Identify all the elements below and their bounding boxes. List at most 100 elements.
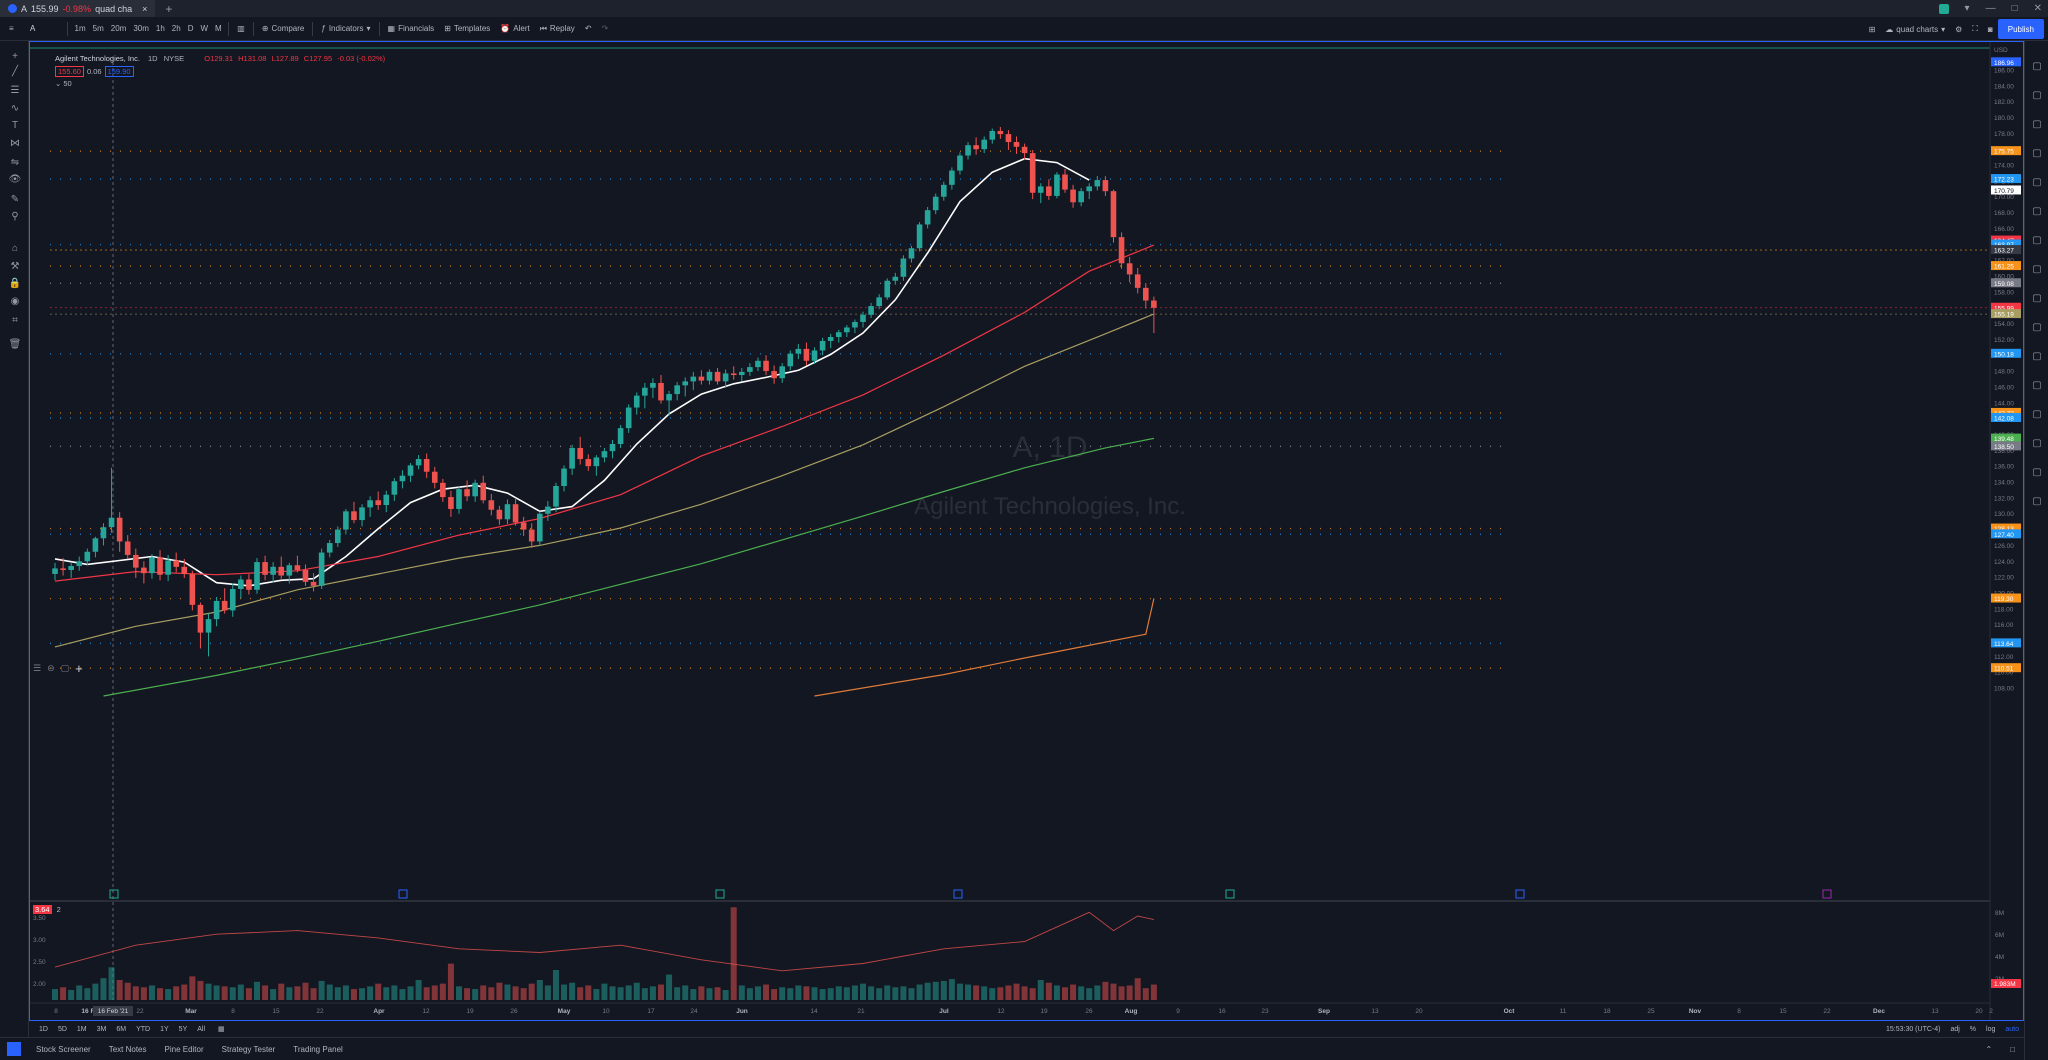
data-window-icon[interactable]: ▢ — [2032, 119, 2042, 130]
dom-icon[interactable]: ▢ — [2032, 409, 2042, 420]
interval-2h[interactable]: 2h — [171, 24, 181, 33]
brush-icon[interactable]: ∿ — [10, 103, 20, 114]
event-marker-icon[interactable] — [398, 889, 408, 899]
range-All[interactable]: All — [197, 1025, 206, 1033]
replay-button[interactable]: ⏮ Replay — [535, 17, 580, 41]
broadcast-icon[interactable]: ▢ — [2032, 438, 2042, 449]
range-1Y[interactable]: 1Y — [160, 1025, 169, 1033]
collapse-icon[interactable]: ⌃ — [1985, 1044, 1993, 1054]
compare-button[interactable]: ⊕ Compare — [257, 17, 310, 41]
prediction-icon[interactable]: ⇋ — [10, 157, 20, 168]
undo-icon[interactable]: ↶ — [584, 24, 592, 33]
text-notes-tab[interactable]: Text Notes — [108, 1044, 147, 1054]
interval-30m[interactable]: 30m — [133, 24, 149, 33]
percent-toggle[interactable]: % — [1969, 1025, 1977, 1033]
interval-5m[interactable]: 5m — [92, 24, 104, 33]
pine-editor-tab[interactable]: Pine Editor — [164, 1044, 204, 1054]
stock-screener-tab[interactable]: Stock Screener — [36, 1044, 91, 1054]
camera-icon[interactable]: ◙ — [1987, 24, 1993, 34]
lock-icon[interactable]: ⚒ — [10, 261, 20, 272]
event-marker-icon[interactable] — [715, 889, 725, 899]
chart-tab[interactable]: A 155.99 -0.98% quad cha × — [0, 0, 156, 17]
adj-toggle[interactable]: adj — [1950, 1025, 1960, 1033]
eye-icon[interactable]: 👁 — [8, 174, 22, 185]
interval-20m[interactable]: 20m — [110, 24, 127, 33]
window-menu-button[interactable]: ▾ — [1964, 3, 1970, 14]
publish-button[interactable]: Publish — [1997, 19, 2044, 39]
lock-drawings-icon[interactable]: 🔒 — [8, 278, 22, 289]
layout-name-button[interactable]: ☁ quad charts ▾ — [1880, 17, 1950, 41]
rectangle-icon[interactable]: ▢ — [60, 663, 70, 673]
ideas-icon[interactable]: ▢ — [2032, 293, 2042, 304]
symbol-search[interactable]: A — [30, 24, 36, 33]
calendar-icon[interactable]: ▢ — [2032, 177, 2042, 188]
watchlist-icon[interactable]: ▢ — [2032, 61, 2042, 72]
range-1D[interactable]: 1D — [39, 1025, 48, 1033]
strategy-tester-tab[interactable]: Strategy Tester — [221, 1044, 276, 1054]
pattern-icon[interactable]: ⋈ — [10, 138, 20, 149]
interval-D[interactable]: D — [187, 24, 194, 33]
trend-line-icon[interactable]: ╱ — [11, 66, 19, 77]
help-icon[interactable]: ▢ — [2032, 496, 2042, 507]
auto-toggle[interactable]: auto — [2005, 1025, 2019, 1033]
tree-icon[interactable]: ⌗ — [12, 315, 18, 326]
lightbulb-icon[interactable]: ▢ — [2032, 235, 2042, 246]
event-marker-icon[interactable] — [1515, 889, 1525, 899]
pane2-title[interactable]: 2 — [56, 905, 61, 914]
maximize-panel-icon[interactable]: □ — [2010, 1044, 2015, 1054]
redo-icon[interactable]: ↷ — [601, 24, 609, 33]
currency-label[interactable]: USD — [1994, 47, 2008, 54]
news-icon[interactable]: ▢ — [2032, 148, 2042, 159]
alarm-clock-icon[interactable]: ▢ — [2032, 90, 2042, 101]
clock-readout[interactable]: 15:53:30 (UTC-4) — [1885, 1025, 1941, 1033]
legend-symbol-name[interactable]: Agilent Technologies, Inc. — [55, 54, 140, 63]
fib-retracement-icon[interactable]: ☰ — [10, 85, 20, 96]
interval-1h[interactable]: 1h — [155, 24, 165, 33]
interval-1m[interactable]: 1m — [74, 24, 86, 33]
range-5D[interactable]: 5D — [57, 1025, 67, 1033]
trading-panel-tab[interactable]: Trading Panel — [293, 1044, 343, 1054]
event-marker-icon[interactable] — [1822, 889, 1832, 899]
alert-button[interactable]: ⏰ Alert — [495, 17, 534, 41]
layers-icon[interactable]: ▢ — [2032, 467, 2042, 478]
ellipse-icon[interactable]: ⊖ — [47, 663, 55, 673]
calendar-icon[interactable]: ▦ — [218, 1026, 225, 1033]
sell-button[interactable]: 155.60 — [55, 66, 84, 77]
interval-W[interactable]: W — [200, 24, 209, 33]
tab-close-icon[interactable]: × — [142, 3, 148, 14]
pencil-icon[interactable]: ✎ — [10, 194, 20, 205]
menu-icon[interactable]: ≡ — [9, 24, 14, 33]
settings-gear-icon[interactable]: ⚙ — [1955, 24, 1963, 34]
lines-icon[interactable]: ☰ — [33, 663, 42, 673]
fullscreen-icon[interactable]: ⛶ — [1972, 24, 1978, 33]
order-panel-icon[interactable]: ▢ — [2032, 380, 2042, 391]
user-avatar[interactable] — [1938, 3, 1949, 14]
financials-button[interactable]: ▦ Financials — [383, 17, 440, 41]
notifications-icon[interactable]: ▢ — [2032, 351, 2042, 362]
indicator-legend[interactable]: ⌄ 50 — [55, 79, 72, 88]
layout-grid-icon[interactable]: ⊞ — [1868, 24, 1876, 34]
new-tab-button[interactable]: + — [165, 1, 173, 16]
log-toggle[interactable]: log — [1986, 1025, 1996, 1033]
chat-icon[interactable]: ▢ — [2032, 264, 2042, 275]
range-5Y[interactable]: 5Y — [178, 1025, 188, 1033]
range-1M[interactable]: 1M — [76, 1025, 87, 1033]
text-icon[interactable]: T — [11, 120, 19, 131]
event-marker-icon[interactable] — [1225, 889, 1235, 899]
range-3M[interactable]: 3M — [96, 1025, 107, 1033]
minimize-button[interactable]: — — [1985, 3, 1996, 14]
range-6M[interactable]: 6M — [116, 1025, 127, 1033]
chart-type-candles-icon[interactable]: ▥ — [237, 24, 245, 33]
buy-button[interactable]: 159.90 — [104, 66, 134, 77]
maximize-button[interactable]: □ — [2011, 3, 2018, 14]
event-marker-icon[interactable] — [953, 889, 963, 899]
cursor-icon[interactable]: + — [12, 51, 18, 62]
eye-off-icon[interactable]: ◉ — [10, 296, 20, 307]
streams-icon[interactable]: ▢ — [2032, 322, 2042, 333]
templates-button[interactable]: ⊞ Templates — [439, 17, 495, 41]
close-window-button[interactable]: ✕ — [2033, 3, 2042, 14]
trash-icon[interactable]: 🗑 — [8, 339, 22, 350]
magnet-icon[interactable]: ⌂ — [11, 243, 19, 254]
event-marker-icon[interactable] — [109, 889, 119, 899]
